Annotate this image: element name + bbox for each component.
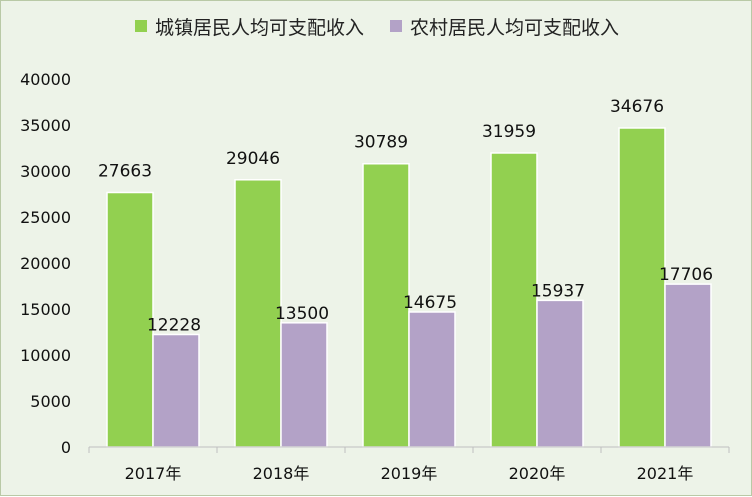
data-label: 17706	[659, 265, 713, 285]
y-tick-label: 20000	[20, 254, 71, 273]
bar-rural	[536, 299, 584, 448]
x-category-label: 2020年	[509, 464, 566, 483]
bar-urban	[234, 179, 282, 448]
y-tick-label: 25000	[20, 208, 71, 227]
x-category-label: 2017年	[125, 464, 182, 483]
bar-rural	[280, 322, 328, 448]
data-label: 15937	[531, 281, 585, 301]
data-label: 30789	[354, 133, 408, 153]
x-category-label: 2018年	[253, 464, 310, 483]
bar-urban	[618, 127, 666, 448]
y-tick-label: 0	[61, 438, 71, 457]
bar-rural	[408, 311, 456, 448]
data-label: 29046	[226, 149, 280, 169]
y-tick-label: 10000	[20, 346, 71, 365]
legend-swatch-urban	[134, 20, 147, 32]
x-category-label: 2021年	[637, 464, 694, 483]
y-tick-label: 5000	[30, 392, 71, 411]
bar-urban	[106, 191, 154, 448]
data-label: 31959	[482, 122, 536, 142]
x-category-label: 2019年	[381, 464, 438, 483]
data-label: 13500	[275, 304, 329, 324]
y-axis: 0 5000 10000 15000 20000 25000 30000 35000 40000	[20, 70, 71, 457]
data-label: 14675	[403, 293, 457, 313]
data-label: 34676	[610, 97, 664, 117]
legend-swatch-rural	[390, 20, 402, 32]
bars: 27663 12228 29046 13500 30789 14675 31959 15937…	[98, 97, 713, 448]
y-tick-label: 30000	[20, 162, 71, 181]
legend-label-urban: 城镇居民人均可支配收入	[154, 16, 364, 39]
legend-label-rural: 农村居民人均可支配收入	[410, 16, 620, 39]
bar-urban	[362, 162, 410, 448]
y-tick-label: 15000	[20, 300, 71, 319]
y-tick-label: 35000	[20, 116, 71, 135]
data-label: 27663	[98, 162, 152, 182]
y-tick-label: 40000	[20, 70, 71, 89]
legend: 城镇居民人均可支配收入 农村居民人均可支配收入	[1, 13, 752, 39]
data-label: 12228	[147, 316, 201, 336]
bar-rural	[664, 283, 712, 448]
legend-item-urban: 城镇居民人均可支配收入	[134, 13, 364, 40]
bar-rural	[152, 333, 200, 448]
x-axis: 2017年 2018年 2019年 2020年 2021年	[88, 446, 730, 483]
legend-item-rural: 农村居民人均可支配收入	[390, 13, 619, 40]
